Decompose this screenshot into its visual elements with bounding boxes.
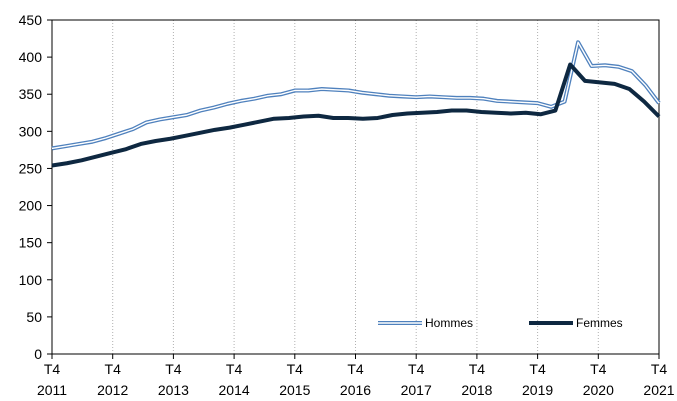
x-tick-label-quarter: T4 xyxy=(590,361,607,377)
y-tick-label: 150 xyxy=(19,235,43,251)
x-tick-label-year: 2012 xyxy=(97,382,128,398)
x-tick-labels: T4 2011 T4 2012 T4 2013 T4 2014 T4 2015 T4 2016 T4 20… xyxy=(37,361,675,398)
legend-item-femmes: Femmes xyxy=(529,316,623,330)
x-tick-label-year: 2018 xyxy=(461,382,492,398)
axes xyxy=(47,19,660,359)
y-tick-label: 350 xyxy=(19,86,43,102)
x-tick-label-quarter: T4 xyxy=(651,361,668,377)
x-tick-label-quarter: T4 xyxy=(347,361,364,377)
x-tick-label-quarter: T4 xyxy=(287,361,304,377)
series-line-femmes xyxy=(51,62,661,168)
x-tick-label-year: 2011 xyxy=(37,382,67,398)
y-tick-label: 400 xyxy=(19,49,43,65)
legend-label-femmes: Femmes xyxy=(576,316,623,330)
x-tick-label-quarter: T4 xyxy=(44,361,61,377)
y-tick-label: 200 xyxy=(19,198,43,214)
y-tick-labels: 0 50 100 150 200 250 300 350 400 450 xyxy=(19,12,43,362)
y-tick-label: 50 xyxy=(26,309,42,325)
x-tick-label-year: 2015 xyxy=(279,382,310,398)
x-tick-label-year: 2021 xyxy=(643,382,674,398)
x-tick-label-quarter: T4 xyxy=(408,361,425,377)
legend-label-hommes: Hommes xyxy=(425,316,473,330)
x-tick-label-year: 2016 xyxy=(340,382,371,398)
series-lines xyxy=(51,40,661,168)
y-tick-label: 0 xyxy=(34,346,42,362)
y-tick-label: 300 xyxy=(19,123,43,139)
x-tick-label-year: 2019 xyxy=(522,382,553,398)
legend-item-hommes: Hommes xyxy=(378,316,473,330)
x-tick-label-quarter: T4 xyxy=(105,361,122,377)
x-tick-label-year: 2020 xyxy=(583,382,614,398)
x-tick-label-quarter: T4 xyxy=(165,361,182,377)
y-tick-label: 250 xyxy=(19,160,43,176)
x-tick-label-year: 2014 xyxy=(219,382,250,398)
x-tick-label-year: 2017 xyxy=(401,382,432,398)
legend: Hommes Femmes xyxy=(378,316,623,330)
y-tick-label: 450 xyxy=(19,12,43,28)
x-tick-label-quarter: T4 xyxy=(469,361,486,377)
x-tick-label-quarter: T4 xyxy=(529,361,546,377)
x-tick-label-quarter: T4 xyxy=(226,361,243,377)
y-tick-label: 100 xyxy=(19,272,43,288)
x-tick-label-year: 2013 xyxy=(158,382,189,398)
